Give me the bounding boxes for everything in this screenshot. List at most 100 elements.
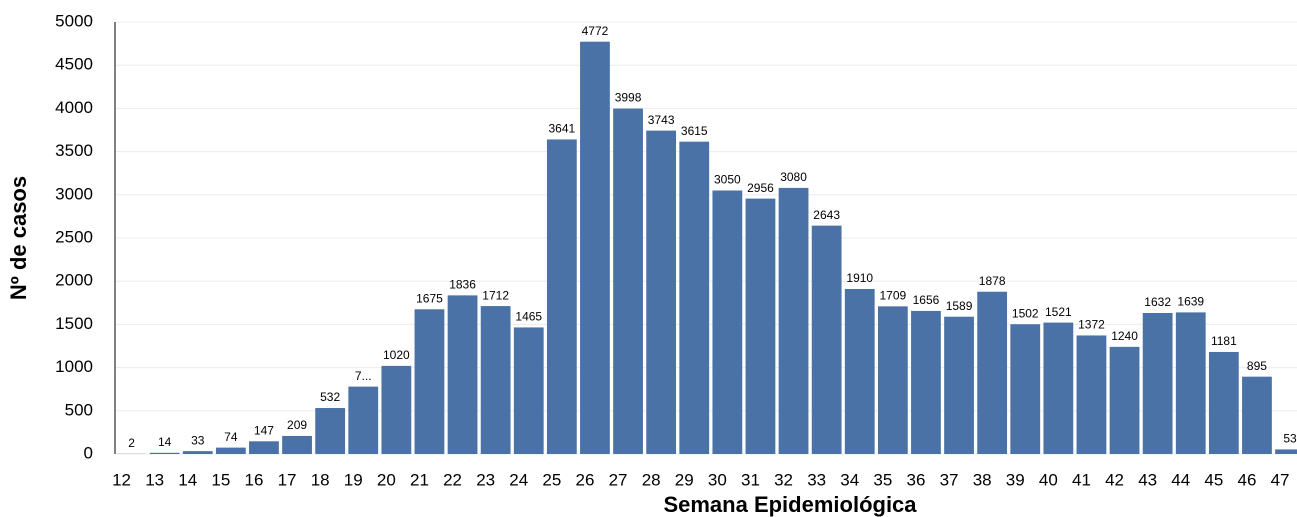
bar xyxy=(546,139,577,454)
x-tick-label: 12 xyxy=(112,470,131,489)
x-tick-label: 30 xyxy=(708,470,727,489)
bar xyxy=(1175,312,1206,454)
x-tick-label: 46 xyxy=(1237,470,1256,489)
x-tick-label: 36 xyxy=(906,470,925,489)
bar xyxy=(513,327,544,454)
data-label: 1836 xyxy=(449,278,476,292)
bar xyxy=(977,291,1008,454)
x-tick-label: 32 xyxy=(774,470,793,489)
bar xyxy=(1142,312,1173,454)
data-label: 4772 xyxy=(582,24,609,38)
x-tick-label: 25 xyxy=(542,470,561,489)
x-tick-label: 28 xyxy=(642,470,661,489)
bar xyxy=(911,310,941,454)
data-label: 74 xyxy=(224,430,238,444)
data-label: 2643 xyxy=(813,208,840,222)
x-tick-label: 23 xyxy=(476,470,495,489)
data-label: 1372 xyxy=(1078,318,1105,332)
data-label: 1632 xyxy=(1144,295,1171,309)
data-label: 1878 xyxy=(979,274,1006,288)
bar xyxy=(447,295,478,454)
x-tick-label: 41 xyxy=(1072,470,1091,489)
x-tick-label: 20 xyxy=(377,470,396,489)
data-label: 1521 xyxy=(1045,305,1072,319)
x-tick-label: 17 xyxy=(278,470,297,489)
y-tick-label: 500 xyxy=(65,400,93,419)
data-label: 1465 xyxy=(515,310,542,324)
bar xyxy=(414,309,445,454)
bar xyxy=(811,225,842,454)
x-tick-label: 29 xyxy=(675,470,694,489)
bar xyxy=(149,452,180,454)
data-label: 14 xyxy=(158,435,172,449)
bar xyxy=(1208,351,1239,454)
y-tick-label: 0 xyxy=(84,443,93,462)
data-label: 1240 xyxy=(1111,329,1138,343)
x-tick-label: 35 xyxy=(873,470,892,489)
y-tick-label: 2000 xyxy=(55,271,93,290)
bar xyxy=(844,288,875,454)
data-label: 1181 xyxy=(1211,334,1237,348)
data-label: 1589 xyxy=(946,299,973,313)
y-tick-label: 3000 xyxy=(55,184,93,203)
x-tick-label: 40 xyxy=(1039,470,1058,489)
data-label: 53 xyxy=(1283,432,1297,446)
y-tick-label: 4500 xyxy=(55,55,93,74)
bar xyxy=(249,441,279,454)
data-label: 895 xyxy=(1247,359,1267,373)
data-label: 3743 xyxy=(648,113,675,127)
data-label: 1675 xyxy=(416,291,443,305)
data-label: 3080 xyxy=(780,170,807,184)
data-label: 3050 xyxy=(714,173,741,187)
bar xyxy=(580,41,610,455)
bar xyxy=(182,451,213,454)
y-tick-label: 1500 xyxy=(55,314,93,333)
bar xyxy=(1242,376,1272,454)
x-axis-title: Semana Epidemiológica xyxy=(663,492,917,517)
bar xyxy=(877,306,908,454)
bar xyxy=(1275,449,1297,454)
data-label: 1020 xyxy=(383,348,410,362)
y-tick-label: 1000 xyxy=(55,357,93,376)
bar xyxy=(778,187,809,454)
data-label: 532 xyxy=(320,390,340,404)
data-label: 3641 xyxy=(548,122,575,136)
x-tick-label: 47 xyxy=(1271,470,1290,489)
bar xyxy=(745,198,776,454)
bar xyxy=(679,141,710,454)
bar xyxy=(646,130,677,454)
x-tick-label: 45 xyxy=(1204,470,1223,489)
data-label: 1639 xyxy=(1177,295,1204,309)
x-tick-label: 13 xyxy=(145,470,164,489)
bar xyxy=(613,108,643,454)
x-tick-label: 31 xyxy=(741,470,760,489)
data-label: 3615 xyxy=(681,124,708,138)
data-label: 7... xyxy=(355,369,372,383)
x-tick-label: 14 xyxy=(178,470,197,489)
bar xyxy=(215,447,246,454)
bar xyxy=(381,365,412,454)
x-tick-label: 22 xyxy=(443,470,462,489)
x-tick-label: 42 xyxy=(1105,470,1124,489)
bar xyxy=(1010,324,1041,454)
y-tick-label: 2500 xyxy=(55,227,93,246)
bar xyxy=(944,316,974,454)
data-label: 209 xyxy=(287,418,307,432)
x-tick-label: 38 xyxy=(973,470,992,489)
x-tick-label: 21 xyxy=(410,470,429,489)
y-tick-label: 3500 xyxy=(55,141,93,160)
x-tick-label: 15 xyxy=(211,470,230,489)
bar xyxy=(1109,346,1140,454)
x-tick-label: 33 xyxy=(807,470,826,489)
data-label: 3998 xyxy=(615,91,642,105)
x-tick-label: 43 xyxy=(1138,470,1157,489)
bar xyxy=(1043,322,1074,454)
bar xyxy=(712,190,743,455)
data-label: 1910 xyxy=(846,271,873,285)
data-label: 1502 xyxy=(1012,306,1039,320)
data-label: 1709 xyxy=(879,289,906,303)
y-tick-label: 4000 xyxy=(55,98,93,117)
x-tick-label: 18 xyxy=(311,470,330,489)
x-tick-label: 24 xyxy=(509,470,528,489)
